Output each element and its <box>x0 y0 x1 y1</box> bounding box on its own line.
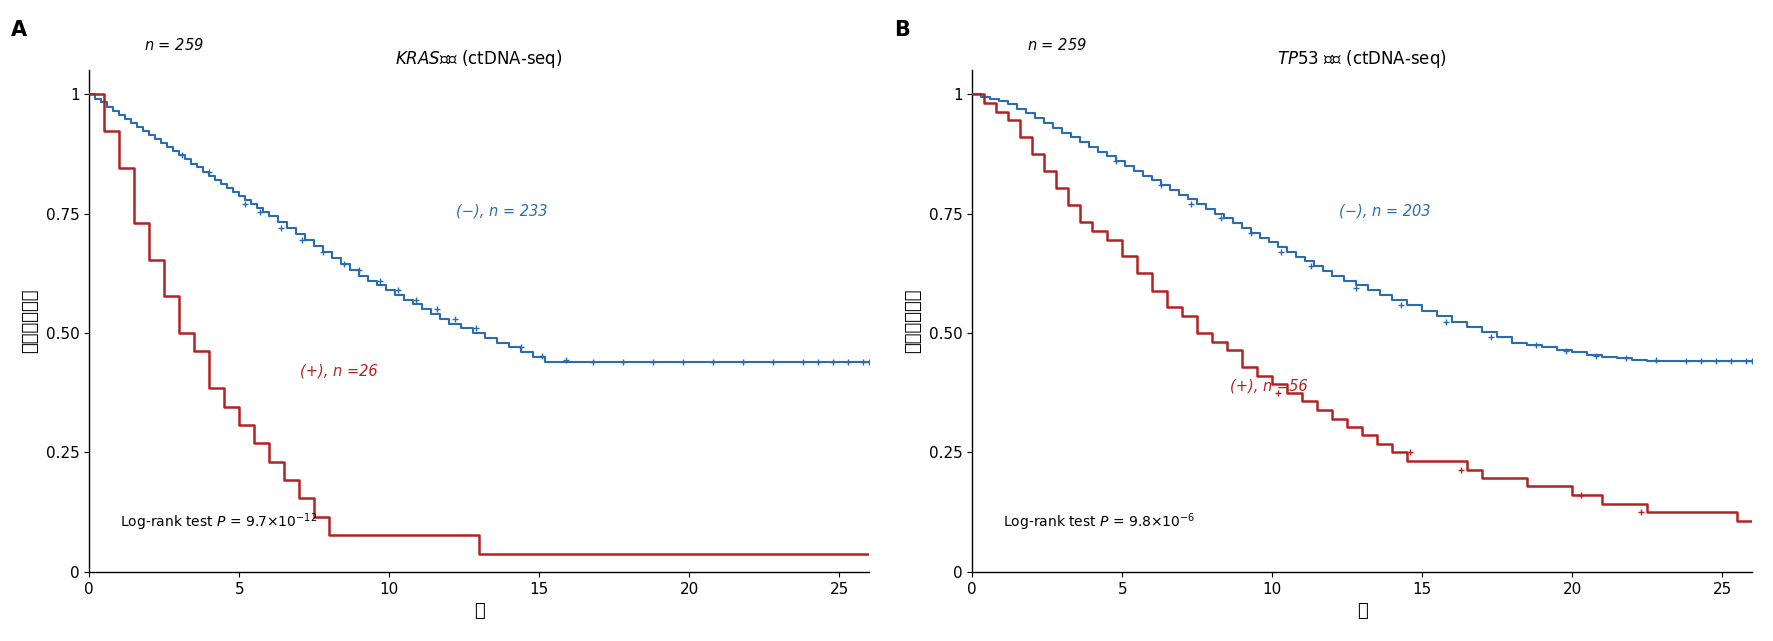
X-axis label: 月: 月 <box>1356 602 1367 620</box>
Title: $\mathit{TP53}$ 変異 (ctDNA-seq): $\mathit{TP53}$ 変異 (ctDNA-seq) <box>1277 49 1447 71</box>
Text: A: A <box>11 21 27 40</box>
Text: Log-rank test $P$ = 9.8$\times$10$^{-6}$: Log-rank test $P$ = 9.8$\times$10$^{-6}$ <box>1004 511 1195 533</box>
Text: (+), n =56: (+), n =56 <box>1230 379 1307 394</box>
X-axis label: 月: 月 <box>473 602 484 620</box>
Text: B: B <box>894 21 910 40</box>
Text: $n$ = 259: $n$ = 259 <box>1027 37 1087 53</box>
Text: (−), n = 233: (−), n = 233 <box>456 203 548 219</box>
Text: Log-rank test $P$ = 9.7$\times$10$^{-12}$: Log-rank test $P$ = 9.7$\times$10$^{-12}… <box>121 511 317 533</box>
Title: $\mathit{KRAS}$変異 (ctDNA-seq): $\mathit{KRAS}$変異 (ctDNA-seq) <box>395 49 564 71</box>
Text: (+), n =26: (+), n =26 <box>300 364 378 379</box>
Y-axis label: 無増悪生存率: 無増悪生存率 <box>904 289 922 353</box>
Text: $n$ = 259: $n$ = 259 <box>144 37 204 53</box>
Y-axis label: 無増悪生存率: 無増悪生存率 <box>21 289 39 353</box>
Text: (−), n = 203: (−), n = 203 <box>1339 203 1431 219</box>
